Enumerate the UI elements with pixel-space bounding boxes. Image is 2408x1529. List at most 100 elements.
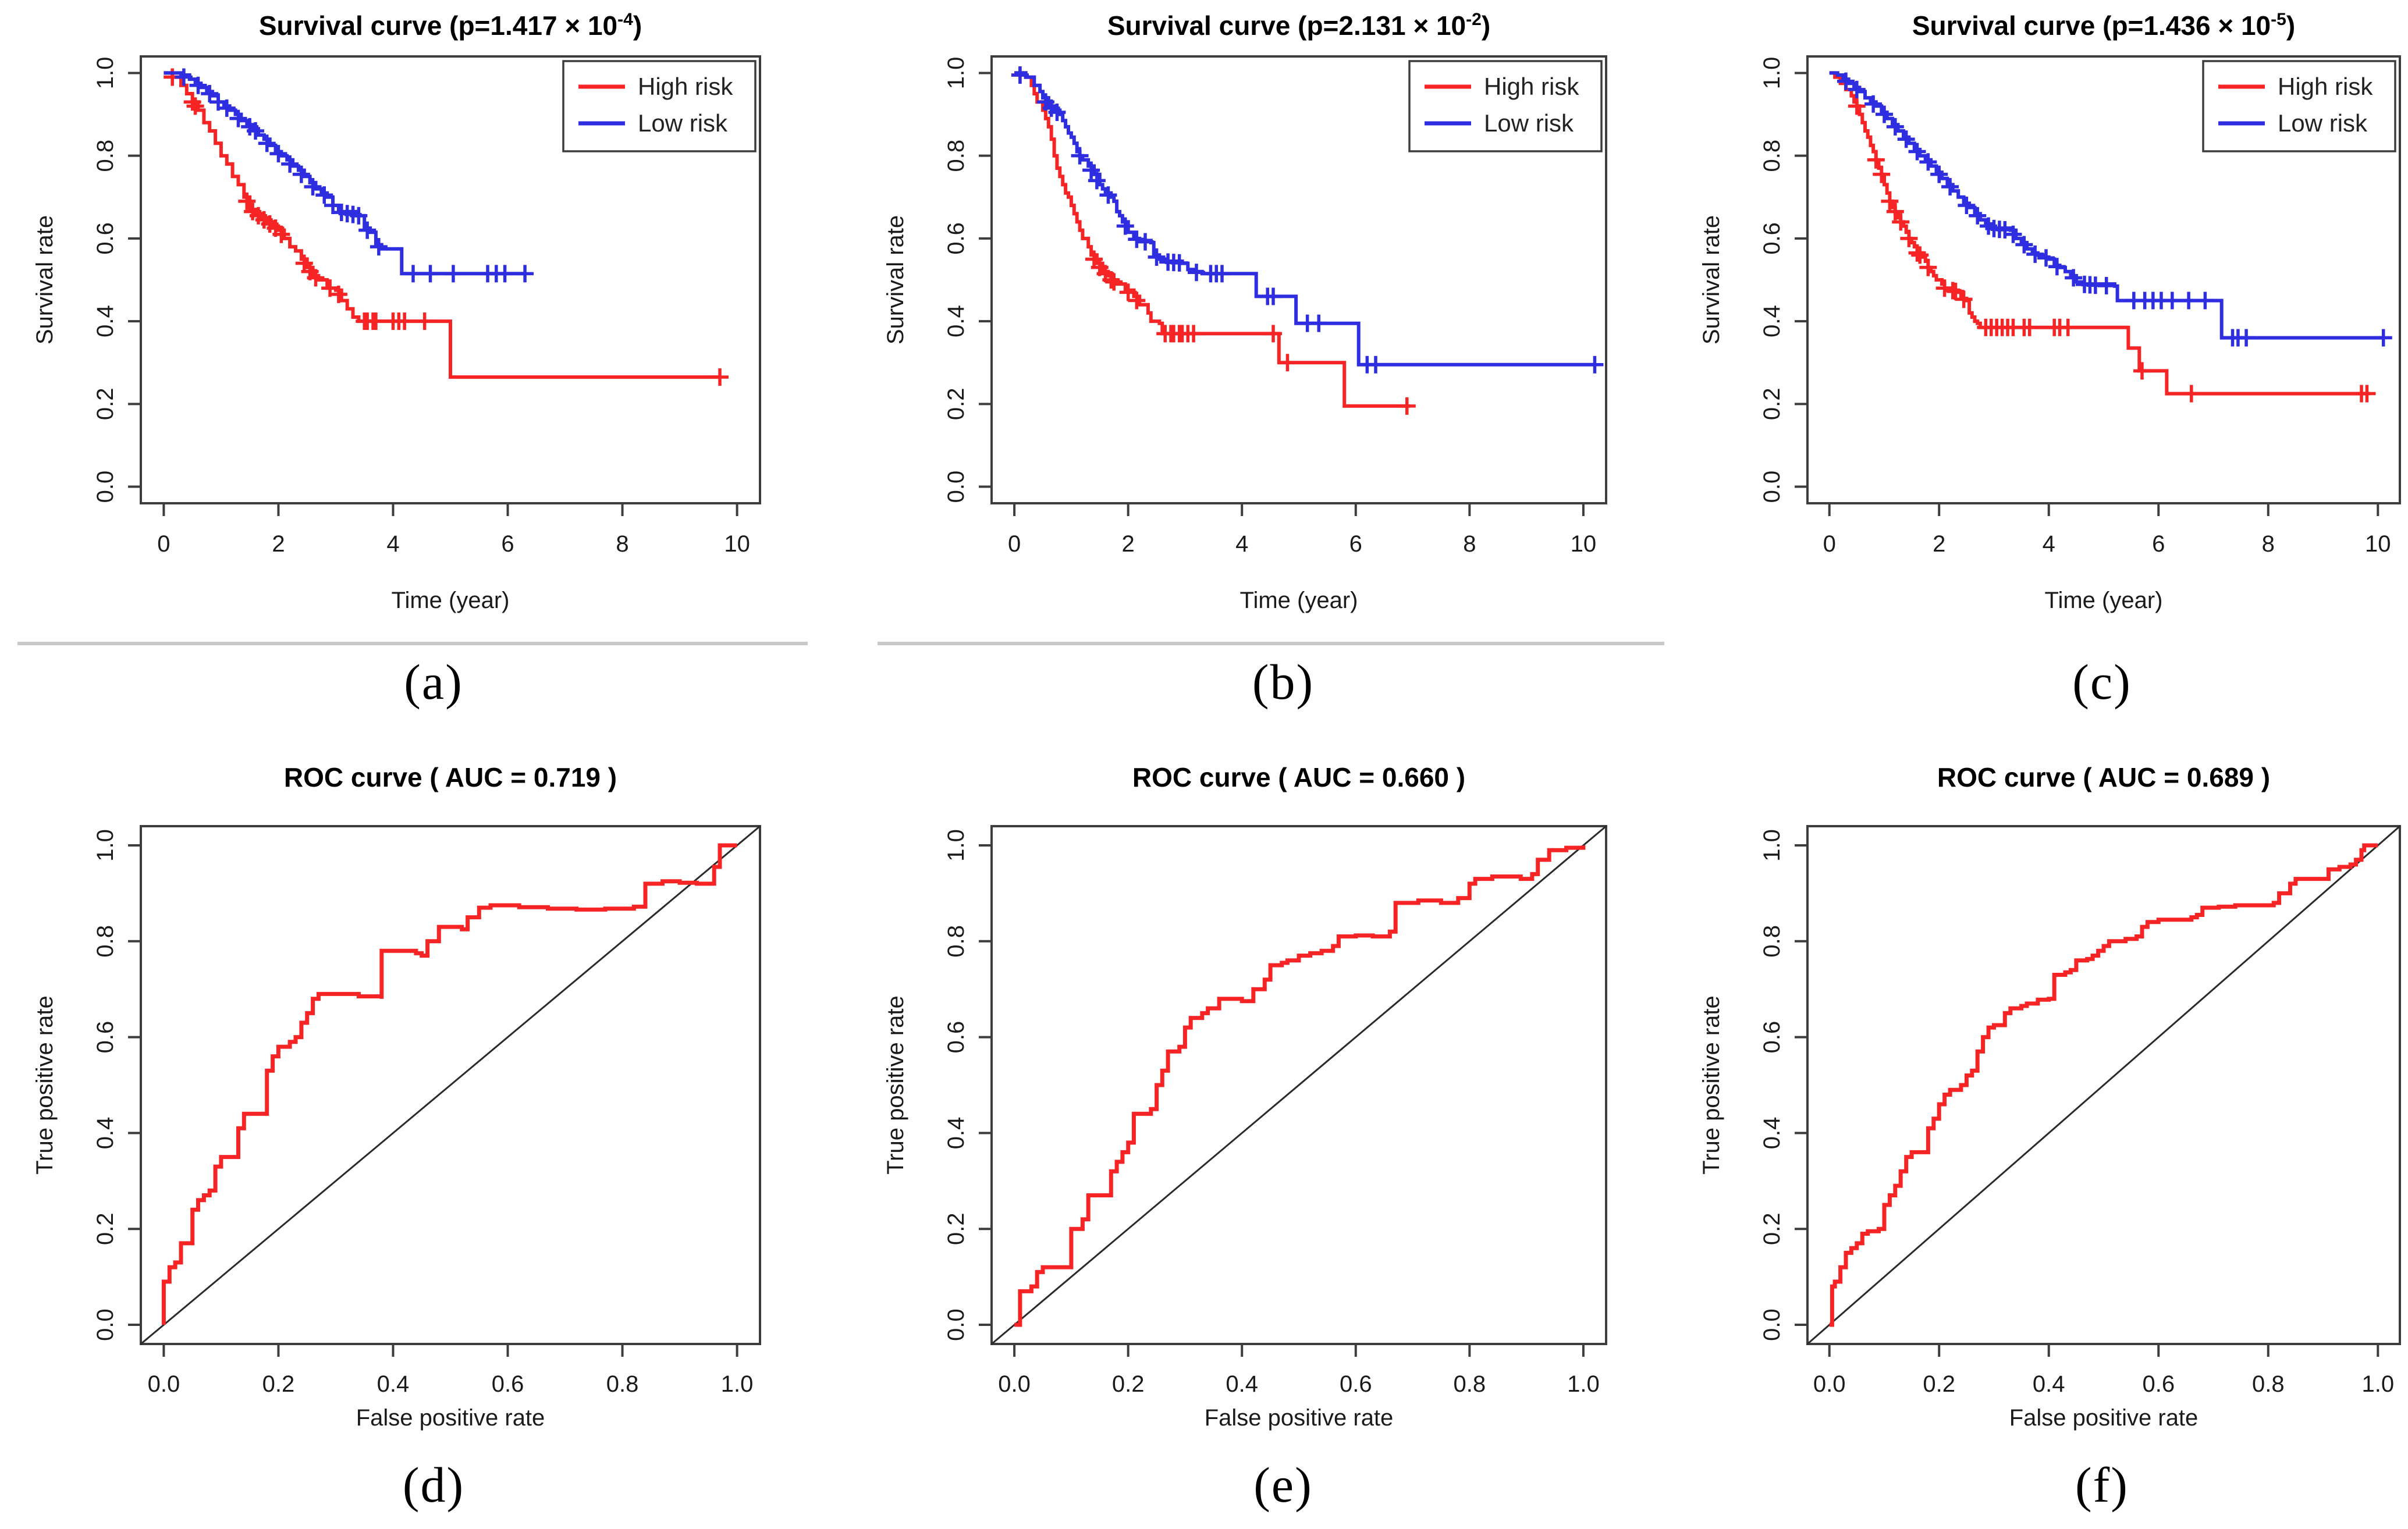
y-tick-label: 0.0 xyxy=(93,1308,118,1341)
divider-line xyxy=(878,642,1664,645)
y-tick-label: 0.0 xyxy=(1759,1308,1785,1341)
reference-diagonal xyxy=(991,825,1607,1345)
y-tick-label: 0.6 xyxy=(1759,1021,1785,1054)
panel-d: ROC curve ( AUC = 0.719 ) 0.0 0.2 0.4 0.6 0.8… xyxy=(32,762,761,1431)
panel-label-e: (e) xyxy=(1253,1457,1313,1513)
y-tick-label: 0.6 xyxy=(1759,222,1785,255)
x-tick-label: 0 xyxy=(1008,531,1021,557)
y-tick-label: 0.0 xyxy=(1759,471,1785,503)
panel-label-d: (d) xyxy=(402,1457,465,1513)
legend-box xyxy=(1408,60,1603,152)
series-roc xyxy=(161,843,737,1325)
y-tick-label: 1.0 xyxy=(1759,829,1785,862)
panel-c-title: Survival curve (p=1.436 × 10-5) xyxy=(1912,10,2295,41)
y-tick-label: 0.2 xyxy=(943,1212,969,1245)
y-tick-label: 0.2 xyxy=(943,388,969,421)
panel-c: Survival curve (p=1.436 × 10-5) 0 2 4 6 8 10 0.… xyxy=(1699,10,2401,613)
y-tick-label: 0.2 xyxy=(1759,388,1785,421)
y-tick-label: 0.0 xyxy=(943,1308,969,1341)
x-tick-label: 6 xyxy=(2152,531,2165,557)
x-tick-label: 6 xyxy=(1349,531,1362,557)
x-tick-label: 0.0 xyxy=(1813,1371,1846,1397)
x-tick-label: 4 xyxy=(1235,531,1248,557)
y-tick-label: 0.6 xyxy=(93,222,118,255)
x-tick-label: 0.6 xyxy=(1340,1371,1372,1397)
x-tick-label: 8 xyxy=(616,531,628,557)
panel-a: Survival curve (p=1.417 × 10-4) 0 2 4 6 8 10 0.… xyxy=(32,10,761,613)
series-roc xyxy=(1829,843,2378,1327)
x-tick-label: 0.4 xyxy=(1226,1371,1258,1397)
panel-f-title: ROC curve ( AUC = 0.689 ) xyxy=(1937,762,2270,792)
legend-label-0: High risk xyxy=(2278,73,2373,100)
legend-label-0: High risk xyxy=(638,73,733,100)
x-tick-label: 6 xyxy=(501,531,514,557)
x-tick-label: 0.2 xyxy=(1923,1371,1955,1397)
plot-box xyxy=(990,55,1607,504)
y-tick-label: 1.0 xyxy=(943,829,969,862)
x-tick-label: 8 xyxy=(2262,531,2275,557)
x-axis-label: False positive rate xyxy=(2009,1405,2199,1431)
y-axis-label: True positive rate xyxy=(32,995,58,1175)
y-tick-label: 0.2 xyxy=(93,1212,118,1245)
y-tick-label: 0.2 xyxy=(1759,1212,1785,1245)
legend-box xyxy=(562,60,757,152)
y-tick-label: 0.4 xyxy=(1759,1117,1785,1150)
x-tick-label: 10 xyxy=(1571,531,1597,557)
panel-a-title: Survival curve (p=1.417 × 10-4) xyxy=(259,10,642,41)
legend-label-1: Low risk xyxy=(1484,109,1574,137)
legend-label-1: Low risk xyxy=(638,109,728,137)
x-axis-label: Time (year) xyxy=(1240,588,1358,613)
x-tick-label: 0.0 xyxy=(148,1371,180,1397)
x-axis-label: Time (year) xyxy=(392,588,510,613)
panel-label-b: (b) xyxy=(1252,654,1315,710)
plot-box xyxy=(140,825,761,1345)
x-tick-label: 10 xyxy=(2365,531,2391,557)
y-tick-label: 0.0 xyxy=(943,471,969,503)
y-tick-label: 0.4 xyxy=(93,305,118,337)
x-tick-label: 1.0 xyxy=(1567,1371,1600,1397)
x-tick-label: 0.2 xyxy=(262,1371,295,1397)
y-tick-label: 0.8 xyxy=(1759,140,1785,172)
x-tick-label: 0.4 xyxy=(377,1371,410,1397)
y-tick-label: 0.8 xyxy=(943,925,969,958)
plot-box xyxy=(990,825,1607,1345)
x-tick-label: 10 xyxy=(724,531,750,557)
y-axis-label: True positive rate xyxy=(883,995,908,1175)
legend-label-1: Low risk xyxy=(2278,109,2368,137)
x-axis-label: False positive rate xyxy=(1205,1405,1394,1431)
y-tick-label: 0.8 xyxy=(93,925,118,958)
y-tick-label: 1.0 xyxy=(1759,57,1785,90)
x-tick-label: 0.8 xyxy=(2252,1371,2285,1397)
y-tick-label: 0.6 xyxy=(93,1021,118,1054)
y-tick-label: 0.4 xyxy=(1759,305,1785,337)
y-tick-label: 1.0 xyxy=(93,57,118,90)
x-tick-label: 2 xyxy=(1122,531,1135,557)
y-axis-label: Survival rate xyxy=(32,215,58,344)
x-tick-label: 0.6 xyxy=(2142,1371,2175,1397)
y-axis-label: Survival rate xyxy=(1699,215,1724,344)
x-tick-label: 8 xyxy=(1463,531,1476,557)
x-tick-label: 2 xyxy=(1933,531,1945,557)
y-tick-label: 0.0 xyxy=(93,471,118,503)
y-axis-label: True positive rate xyxy=(1699,995,1724,1175)
x-axis-label: False positive rate xyxy=(356,1405,545,1431)
plot-box xyxy=(140,55,761,504)
y-tick-label: 0.4 xyxy=(943,305,969,337)
series-high-risk xyxy=(1014,71,1410,408)
plot-box xyxy=(1806,55,2401,504)
y-tick-label: 1.0 xyxy=(93,829,118,862)
y-axis-label: Survival rate xyxy=(883,215,908,344)
panel-label-a: (a) xyxy=(404,654,463,710)
divider-line xyxy=(17,642,808,645)
x-tick-label: 1.0 xyxy=(721,1371,754,1397)
panel-f: ROC curve ( AUC = 0.689 ) 0.0 0.2 0.4 0.6 0.8… xyxy=(1699,762,2401,1431)
x-tick-label: 0.6 xyxy=(492,1371,524,1397)
panel-e-title: ROC curve ( AUC = 0.660 ) xyxy=(1132,762,1465,792)
reference-diagonal xyxy=(1807,825,2400,1345)
plot-box xyxy=(1806,825,2401,1345)
x-tick-label: 0.4 xyxy=(2033,1371,2065,1397)
x-tick-label: 0.0 xyxy=(998,1371,1031,1397)
x-tick-label: 4 xyxy=(386,531,399,557)
y-tick-label: 0.6 xyxy=(943,1021,969,1054)
